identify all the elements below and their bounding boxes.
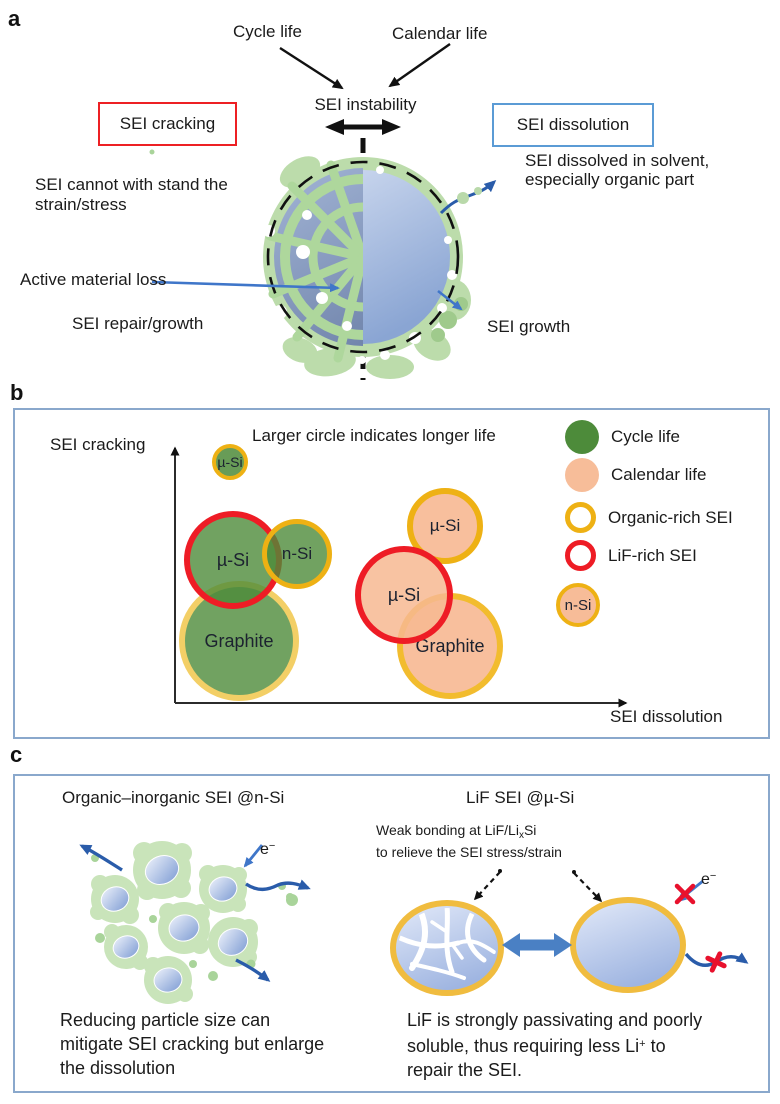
cycle-life-arrow bbox=[279, 46, 344, 90]
organic-sei-title: Organic–inorganic SEI @n-Si bbox=[62, 788, 285, 807]
reversible-double-arrow bbox=[502, 933, 572, 957]
right-caption-line2: soluble, thus requiring less Li+ to bbox=[407, 1036, 666, 1056]
legend-label: LiF-rich SEI bbox=[608, 545, 697, 565]
weak-bonding-line2: to relieve the SEI stress/strain bbox=[376, 844, 562, 860]
electron-label-right: e− bbox=[701, 870, 717, 888]
bubble-nano-silicon-calendar: n-Si bbox=[556, 583, 600, 627]
weak-bonding-pointers bbox=[473, 869, 603, 903]
right-caption-line1: LiF is strongly passivating and poorly bbox=[407, 1010, 703, 1030]
bubble-micro-silicon-calendar: µ-Si bbox=[355, 546, 453, 644]
panel-b-axes bbox=[170, 446, 628, 708]
dissolved-note-line1: SEI dissolved in solvent, bbox=[525, 151, 710, 170]
bubble-label: Graphite bbox=[415, 635, 485, 656]
calendar-life-label: Calendar life bbox=[392, 24, 488, 43]
dissolve-arrow bbox=[439, 179, 497, 215]
right-caption: LiF is strongly passivating and poorly s… bbox=[407, 1008, 702, 1082]
legend-item-organic-rich-sei: Organic-rich SEI bbox=[565, 502, 733, 533]
bubble-label: µ-Si bbox=[429, 516, 461, 535]
bubble-label: n-Si bbox=[281, 544, 313, 563]
active-material-loss-arrow bbox=[151, 280, 340, 293]
panel-b-frame bbox=[13, 408, 770, 739]
sei-growth-label: SEI growth bbox=[487, 317, 571, 336]
cycle-life-label: Cycle life bbox=[233, 22, 302, 41]
left-caption-line2: mitigate SEI cracking but enlarge bbox=[60, 1034, 325, 1054]
bubble-label: µ-Si bbox=[217, 454, 243, 470]
weak-bonding-note: Weak bonding at LiF/LixSi to relieve the… bbox=[376, 822, 562, 861]
bubble-label: n-Si bbox=[564, 596, 592, 614]
legend-circle-filled-icon bbox=[565, 458, 599, 492]
panel-c-frame bbox=[13, 774, 770, 1093]
instability-double-arrow bbox=[325, 119, 401, 135]
bubble-size-note: Larger circle indicates longer life bbox=[252, 426, 496, 445]
nano-si-cores bbox=[100, 855, 249, 993]
red-plus-icon bbox=[705, 951, 727, 973]
lif-crack-pattern bbox=[398, 908, 496, 980]
sei-crack-gaps bbox=[263, 210, 352, 331]
panel-b-label: b bbox=[10, 380, 24, 405]
sei-dissolution-box: SEI dissolution bbox=[492, 103, 654, 147]
sei-dissolution-label: SEI dissolution bbox=[516, 115, 630, 134]
panel-a-label: a bbox=[8, 6, 21, 31]
dissolved-note: SEI dissolved in solvent, especially org… bbox=[525, 151, 709, 189]
bubble-label: Graphite bbox=[204, 630, 274, 651]
sei-crack-web bbox=[265, 160, 363, 363]
weak-bonding-line1: Weak bonding at LiF/LixSi bbox=[376, 822, 537, 841]
sei-cracking-label: SEI cracking bbox=[119, 114, 216, 133]
anode-particle-illustration bbox=[263, 156, 471, 379]
dissolved-note-line2: especially organic part bbox=[525, 170, 695, 189]
sei-cracking-box: SEI cracking bbox=[98, 102, 237, 146]
strain-note-line1: SEI cannot with stand the bbox=[35, 175, 228, 194]
li-repair-blocked bbox=[684, 951, 749, 973]
strain-note: SEI cannot with stand the strain/stress bbox=[35, 175, 228, 215]
calendar-life-arrow bbox=[388, 43, 451, 88]
bubble-micro-silicon-cycle: µ-Si bbox=[212, 444, 248, 480]
legend-circle-ring-icon bbox=[565, 540, 596, 571]
y-axis-label: SEI cracking bbox=[50, 435, 146, 454]
nano-si-cluster bbox=[79, 841, 311, 1004]
sei-growth-arrow bbox=[437, 289, 463, 311]
bubble-nano-silicon-cycle: n-Si bbox=[262, 519, 332, 589]
left-caption-line3: the dissolution bbox=[60, 1058, 176, 1078]
electron-arrow-left bbox=[243, 844, 264, 868]
legend-item-lif-rich-sei: LiF-rich SEI bbox=[565, 540, 697, 571]
bubble-label: µ-Si bbox=[387, 584, 421, 605]
legend-label: Cycle life bbox=[611, 427, 680, 446]
electron-label-left: e− bbox=[260, 840, 276, 858]
legend-label: Organic-rich SEI bbox=[608, 507, 733, 527]
right-caption-line3: repair the SEI. bbox=[407, 1060, 523, 1080]
legend-item-calendar-life: Calendar life bbox=[565, 458, 706, 492]
panel-c-label: c bbox=[10, 742, 23, 767]
strain-note-line2: strain/stress bbox=[35, 195, 127, 214]
bubble-label: µ-Si bbox=[216, 549, 250, 570]
legend-circle-filled-icon bbox=[565, 420, 599, 454]
sei-repair-growth-label: SEI repair/growth bbox=[72, 314, 204, 333]
x-axis-label: SEI dissolution bbox=[610, 707, 723, 726]
particle-dashed-outline bbox=[266, 160, 460, 354]
lif-sei-particles bbox=[390, 897, 686, 996]
electron-blocked bbox=[674, 879, 704, 905]
legend-item-cycle-life: Cycle life bbox=[565, 420, 680, 454]
bubble-micro-silicon-cycle: µ-Si bbox=[184, 511, 282, 609]
legend-circle-ring-icon bbox=[565, 502, 596, 533]
active-material-loss-label: Active material loss bbox=[20, 270, 167, 289]
left-caption-line1: Reducing particle size can bbox=[60, 1010, 271, 1030]
red-x-icon bbox=[674, 883, 696, 905]
sei-instability-label: SEI instability bbox=[314, 95, 417, 114]
left-caption: Reducing particle size can mitigate SEI … bbox=[60, 1008, 324, 1080]
cluster-dissolve-arrows bbox=[79, 844, 311, 982]
stray-green-dot bbox=[149, 149, 155, 155]
legend-label: Calendar life bbox=[611, 465, 707, 484]
lif-sei-title: LiF SEI @µ-Si bbox=[466, 788, 575, 807]
